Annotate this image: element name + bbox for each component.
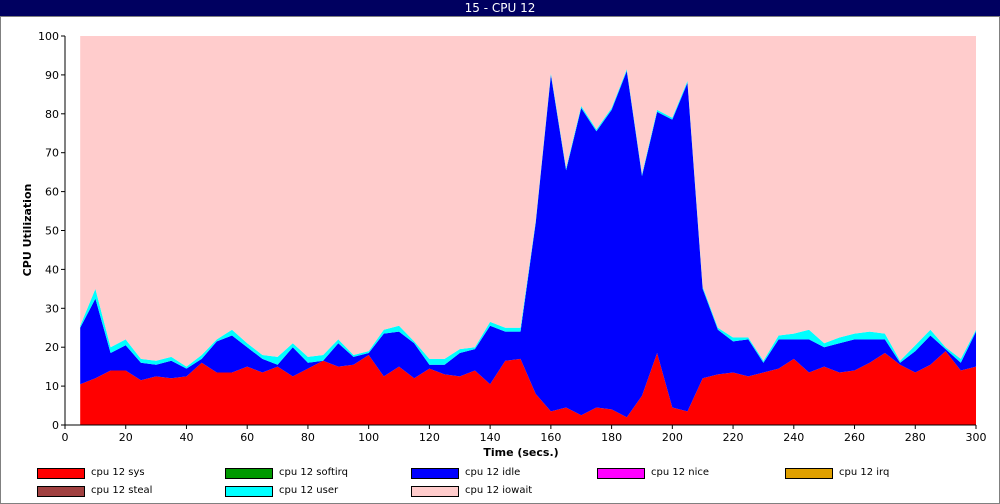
legend-item: cpu 12 user <box>225 485 338 497</box>
legend: cpu 12 sys cpu 12 softirq cpu 12 idle cpu 1… <box>0 464 1000 504</box>
x-tick-label: 220 <box>723 431 744 444</box>
legend-swatch <box>785 467 833 479</box>
legend-label: cpu 12 steal <box>91 485 153 496</box>
legend-item: cpu 12 iowait <box>411 485 532 497</box>
area-cpu-12-sys <box>80 351 976 425</box>
x-tick-label: 120 <box>419 431 440 444</box>
x-axis-label: Time (secs.) <box>483 446 558 459</box>
legend-item: cpu 12 irq <box>785 467 889 479</box>
y-tick-label: 10 <box>45 380 59 393</box>
legend-swatch <box>225 467 273 479</box>
y-tick-label: 0 <box>52 419 59 432</box>
legend-label: cpu 12 nice <box>651 467 710 478</box>
window-title: 15 - CPU 12 <box>0 0 1000 16</box>
x-tick-label: 40 <box>179 431 193 444</box>
y-ticks: 0 10 20 30 40 50 60 70 80 90 100 <box>38 30 65 432</box>
x-tick-label: 80 <box>301 431 315 444</box>
legend-item: cpu 12 idle <box>411 467 520 479</box>
y-tick-label: 50 <box>45 225 59 238</box>
y-tick-label: 40 <box>45 263 59 276</box>
legend-label: cpu 12 idle <box>465 467 521 478</box>
legend-swatch <box>411 467 459 479</box>
x-ticks: 0 20 40 60 80 100 120 140 160 180 200 220 240 260 280 3… <box>62 425 987 444</box>
area-cpu-12-user <box>80 69 976 369</box>
legend-label: cpu 12 irq <box>839 467 890 478</box>
y-tick-label: 90 <box>45 69 59 82</box>
x-tick-label: 280 <box>905 431 926 444</box>
x-tick-label: 240 <box>783 431 804 444</box>
cpu-utilization-chart: 0 20 40 60 80 100 120 140 160 180 200 220 240 260 280 3… <box>21 30 987 459</box>
x-tick-label: 100 <box>358 431 379 444</box>
legend-swatch <box>37 485 85 497</box>
x-tick-label: 260 <box>844 431 865 444</box>
y-axis-label: CPU Utilization <box>21 184 34 277</box>
legend-label: cpu 12 softirq <box>279 467 348 478</box>
legend-label: cpu 12 user <box>279 485 339 496</box>
legend-item: cpu 12 steal <box>37 485 152 497</box>
y-tick-label: 30 <box>45 302 59 315</box>
y-tick-label: 100 <box>38 30 59 43</box>
legend-item: cpu 12 sys <box>37 467 145 479</box>
legend-swatch <box>37 467 85 479</box>
x-tick-label: 20 <box>119 431 133 444</box>
x-tick-label: 160 <box>540 431 561 444</box>
x-tick-label: 200 <box>662 431 683 444</box>
x-tick-label: 140 <box>480 431 501 444</box>
legend-swatch <box>597 467 645 479</box>
legend-swatch <box>225 485 273 497</box>
legend-item: cpu 12 softirq <box>225 467 348 479</box>
y-tick-label: 20 <box>45 341 59 354</box>
y-tick-label: 60 <box>45 186 59 199</box>
x-tick-label: 60 <box>240 431 254 444</box>
x-tick-label: 300 <box>966 431 987 444</box>
y-tick-label: 80 <box>45 108 59 121</box>
legend-label: cpu 12 sys <box>91 467 145 478</box>
area-layers <box>80 36 976 425</box>
area-cpu-12-iowait <box>80 36 976 367</box>
legend-item: cpu 12 nice <box>597 467 709 479</box>
x-tick-label: 180 <box>601 431 622 444</box>
legend-swatch <box>411 485 459 497</box>
legend-label: cpu 12 iowait <box>465 485 533 496</box>
y-tick-label: 70 <box>45 147 59 160</box>
x-tick-label: 0 <box>62 431 69 444</box>
area-cpu-12-idle <box>80 71 976 418</box>
